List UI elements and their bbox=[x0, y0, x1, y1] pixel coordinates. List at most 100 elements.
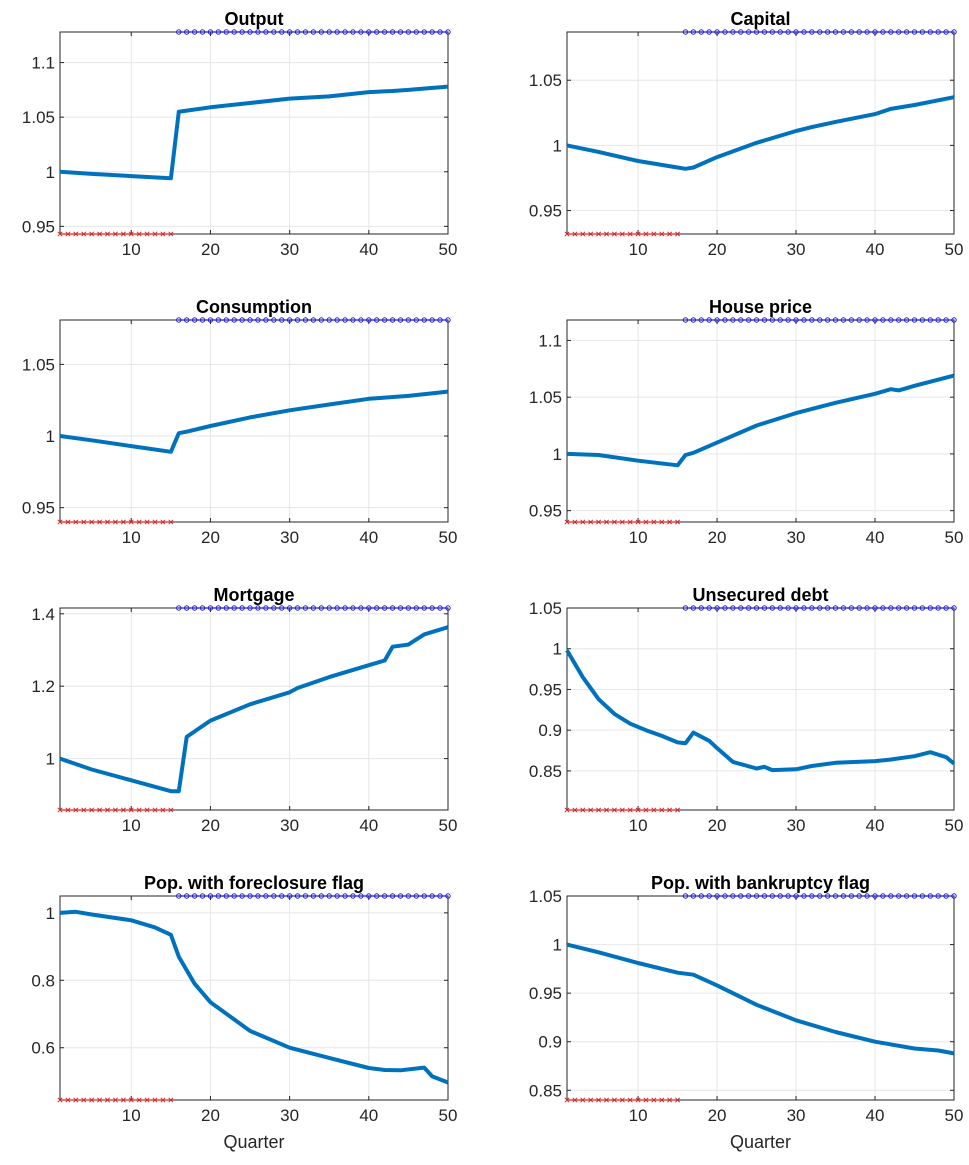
regime-2-marker bbox=[342, 893, 348, 899]
y-tick-label: 1.1 bbox=[31, 54, 55, 73]
regime-1-marker bbox=[57, 519, 63, 525]
regime-2-marker bbox=[326, 29, 332, 35]
regime-1-marker bbox=[97, 519, 103, 525]
panel-title: Output bbox=[225, 9, 284, 29]
regime-2-marker bbox=[263, 317, 269, 323]
y-tick-label: 1.05 bbox=[529, 887, 562, 906]
regime-2-marker bbox=[223, 317, 229, 323]
y-tick-label: 1.05 bbox=[22, 108, 55, 127]
regime-2-marker bbox=[302, 29, 309, 35]
regime-2-marker bbox=[856, 893, 862, 899]
regime-2-marker bbox=[350, 317, 356, 323]
x-tick-label: 10 bbox=[629, 528, 648, 547]
regime-1-marker bbox=[128, 519, 134, 525]
regime-2-marker bbox=[872, 317, 878, 323]
y-tick-label: 0.85 bbox=[529, 1081, 562, 1100]
regime-1-marker bbox=[144, 231, 150, 237]
regime-1-marker bbox=[168, 519, 174, 525]
regime-1-marker bbox=[588, 807, 594, 813]
regime-2-marker bbox=[437, 605, 443, 611]
regime-1-marker bbox=[136, 519, 142, 525]
series-line bbox=[59, 84, 449, 181]
regime-2-marker bbox=[310, 605, 317, 611]
regime-2-marker bbox=[690, 317, 697, 323]
regime-1-marker bbox=[65, 231, 71, 237]
regime-2-marker bbox=[279, 317, 285, 323]
x-tick-label: 20 bbox=[708, 240, 727, 259]
regime-2-marker bbox=[927, 29, 934, 35]
regime-1-marker bbox=[651, 807, 657, 813]
regime-2-marker bbox=[263, 605, 269, 611]
y-tick-label: 1 bbox=[46, 163, 55, 182]
y-tick-label: 0.95 bbox=[22, 217, 55, 236]
regime-1-marker bbox=[588, 1097, 594, 1103]
x-tick-label: 10 bbox=[629, 240, 648, 259]
regime-2-marker bbox=[824, 605, 831, 611]
regime-2-marker bbox=[951, 317, 957, 323]
regime-2-marker bbox=[903, 605, 910, 611]
regime-2-marker bbox=[793, 29, 799, 35]
panel-5: 10 20 30 40 50 1 1.2 1.4 Mortgage bbox=[31, 585, 457, 835]
regime-2-marker bbox=[903, 29, 910, 35]
regime-2-marker bbox=[738, 29, 744, 35]
regime-1-marker bbox=[144, 519, 150, 525]
regime-2-marker bbox=[777, 29, 783, 35]
regime-2-marker bbox=[864, 605, 870, 611]
regime-1-marker bbox=[619, 807, 625, 813]
regime-2-marker bbox=[793, 893, 799, 899]
regime-2-marker bbox=[318, 605, 325, 611]
regime-2-marker bbox=[943, 317, 949, 323]
regime-2-marker bbox=[334, 29, 340, 35]
regime-2-marker bbox=[745, 605, 752, 611]
regime-2-marker bbox=[358, 893, 364, 899]
y-tick-label: 1.2 bbox=[31, 677, 55, 696]
panel-title: Capital bbox=[730, 9, 790, 29]
regime-2-marker bbox=[951, 29, 957, 35]
series-line bbox=[59, 389, 449, 454]
panel-title: Mortgage bbox=[214, 585, 295, 605]
regime-2-marker bbox=[943, 29, 949, 35]
regime-1-marker bbox=[564, 519, 570, 525]
regime-2-marker bbox=[690, 605, 697, 611]
regime-2-marker bbox=[176, 317, 182, 323]
regime-2-marker bbox=[848, 29, 855, 35]
regime-1-marker bbox=[65, 807, 71, 813]
regime-1-marker bbox=[89, 519, 95, 525]
x-tick-label: 50 bbox=[945, 528, 964, 547]
y-tick-label: 1 bbox=[46, 904, 55, 923]
y-tick-label: 1 bbox=[553, 640, 562, 659]
regime-2-marker bbox=[785, 29, 791, 35]
regime-1-marker bbox=[136, 231, 142, 237]
panel-title: Consumption bbox=[196, 297, 312, 317]
regime-2-marker bbox=[682, 893, 689, 899]
panel-title: House price bbox=[709, 297, 812, 317]
series-line bbox=[566, 373, 955, 468]
regime-2-marker bbox=[777, 317, 783, 323]
x-tick-label: 30 bbox=[280, 1106, 299, 1125]
regime-2-marker bbox=[745, 29, 752, 35]
regime-2-marker bbox=[199, 605, 206, 611]
y-tick-label: 1 bbox=[46, 750, 55, 769]
regime-2-marker bbox=[239, 893, 245, 899]
regime-2-marker bbox=[832, 29, 839, 35]
regime-1-marker bbox=[659, 807, 665, 813]
regime-2-marker bbox=[824, 317, 831, 323]
regime-2-marker bbox=[231, 29, 237, 35]
regime-2-marker bbox=[817, 605, 823, 611]
regime-1-marker bbox=[168, 807, 174, 813]
x-tick-label: 10 bbox=[122, 240, 141, 259]
regime-2-marker bbox=[405, 893, 412, 899]
y-tick-label: 0.6 bbox=[31, 1039, 55, 1058]
x-tick-label: 10 bbox=[122, 1106, 141, 1125]
regime-2-marker bbox=[255, 29, 261, 35]
regime-2-marker bbox=[429, 605, 435, 611]
regime-2-marker bbox=[286, 29, 293, 35]
x-tick-label: 50 bbox=[945, 240, 964, 259]
axes-box bbox=[566, 895, 955, 1101]
regime-2-marker bbox=[801, 893, 807, 899]
regime-1-marker bbox=[89, 807, 95, 813]
regime-1-marker bbox=[667, 1097, 673, 1103]
regime-2-marker bbox=[706, 893, 712, 899]
regime-1-marker bbox=[667, 231, 673, 237]
